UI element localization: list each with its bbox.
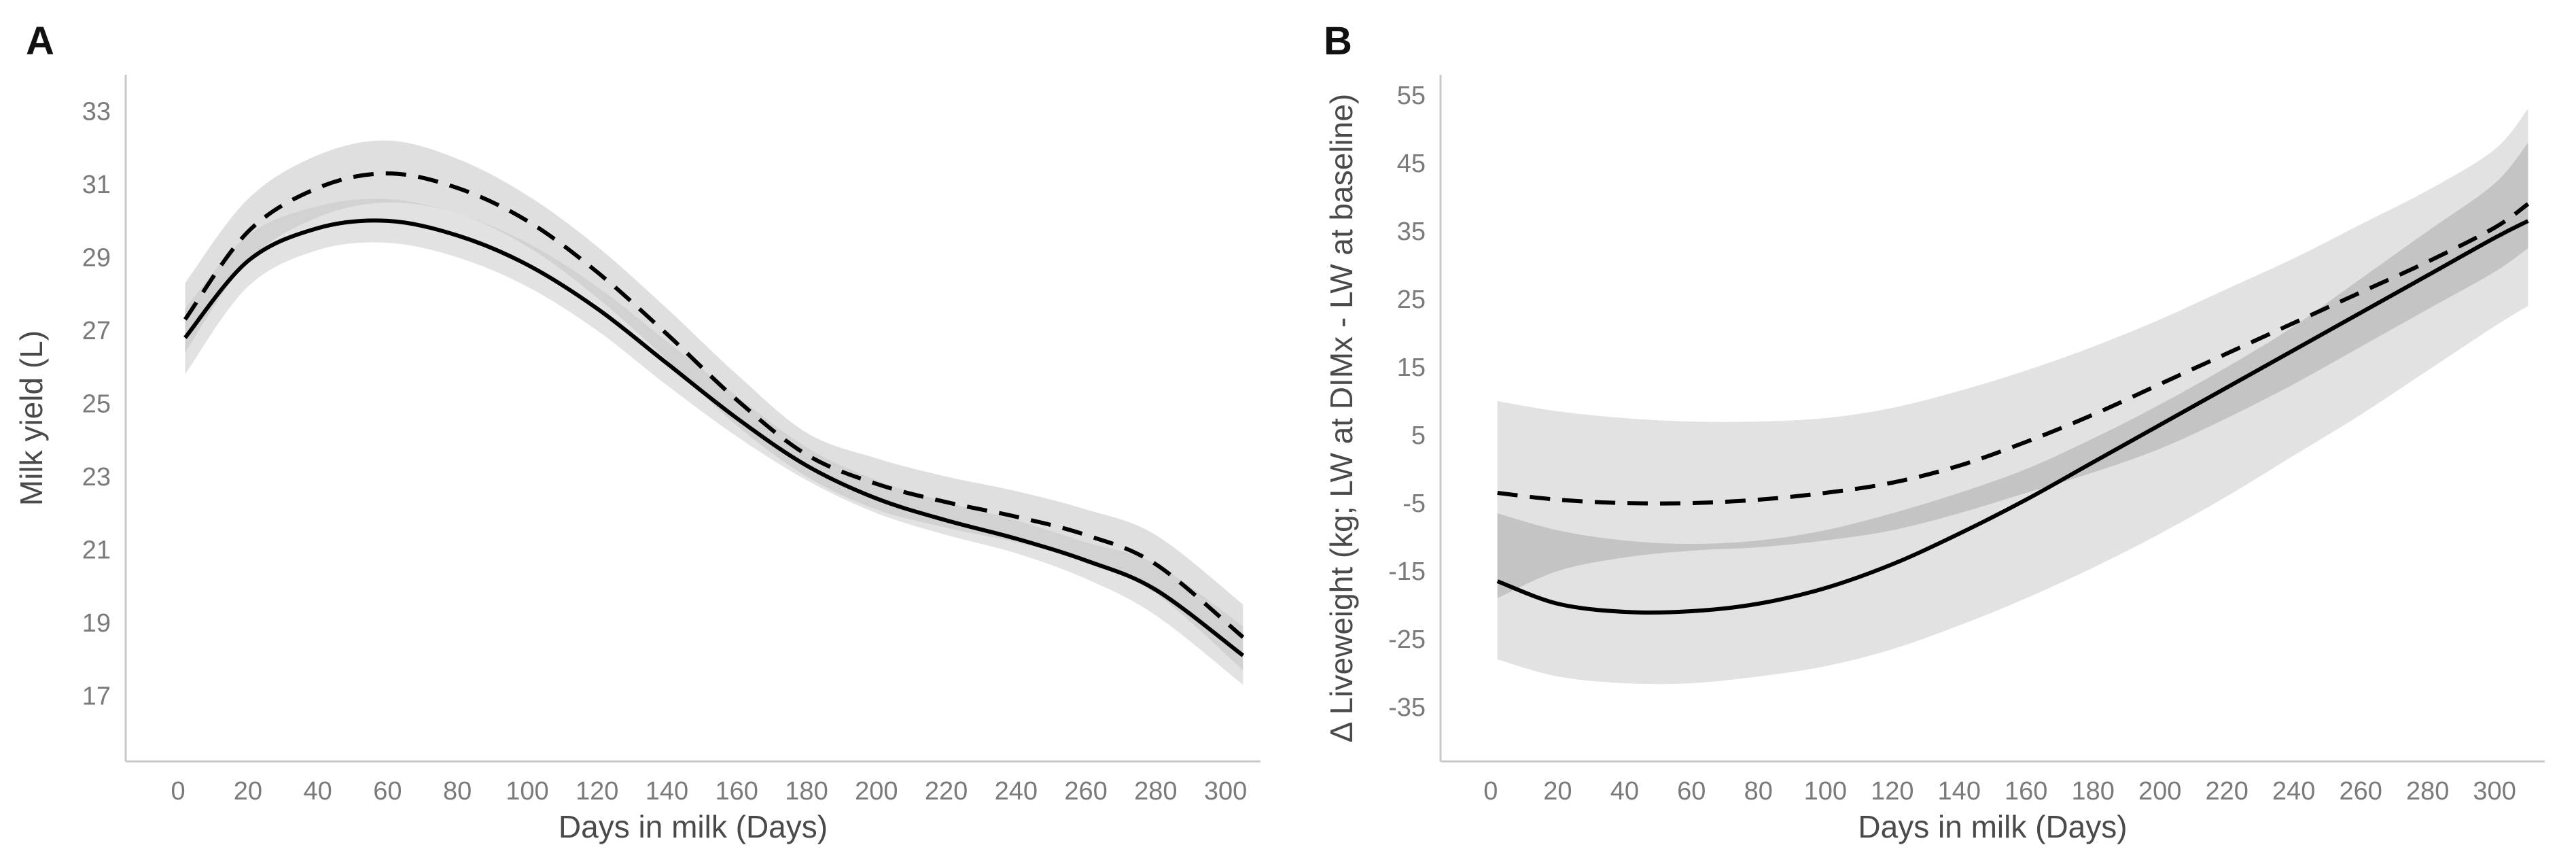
panel-a-milk-yield-chart: A 17 19 21 23 25 27 29 31 33 0 20 40 60 80 100 120 140 1… <box>14 19 1260 844</box>
y-tick-label: 5 <box>1411 422 1426 450</box>
y-tick-label: 21 <box>82 536 111 564</box>
y-tick-label: 31 <box>82 171 111 199</box>
x-tick-label: 60 <box>1677 777 1706 806</box>
x-tick-label: 300 <box>1204 777 1247 806</box>
x-tick-label: 180 <box>2072 777 2115 806</box>
y-tick-label: 45 <box>1397 150 1426 178</box>
x-tick-label: 0 <box>171 777 186 806</box>
series-line-solid <box>183 218 1245 657</box>
x-tick-label: 240 <box>995 777 1038 806</box>
y-tick-label: 17 <box>82 682 111 710</box>
y-tick-label: 25 <box>1397 286 1426 314</box>
y-tick-label: 27 <box>82 317 111 345</box>
panel-b-confidence-bands <box>1497 109 2528 685</box>
series-line-solid <box>1496 219 2529 615</box>
x-tick-label: 100 <box>506 777 548 806</box>
x-tick-label: 280 <box>2406 777 2449 806</box>
x-tick-label: 140 <box>646 777 688 806</box>
confidence-band-dashed <box>185 140 1243 670</box>
y-tick-label: -15 <box>1388 557 1426 586</box>
y-tick-label: 15 <box>1397 354 1426 382</box>
panel-a-x-axis-label: Days in milk (Days) <box>559 809 828 844</box>
x-tick-label: 20 <box>234 777 262 806</box>
confidence-band-dark <box>1497 143 2528 598</box>
panel-a-y-axis-label: Milk yield (L) <box>14 330 49 506</box>
panel-a-x-tick-labels: 0 20 40 60 80 100 120 140 160 180 200 220 240 260 280 3… <box>171 777 1248 806</box>
x-tick-label: 40 <box>1610 777 1639 806</box>
x-tick-label: 280 <box>1134 777 1177 806</box>
y-tick-label: 23 <box>82 463 111 492</box>
panel-b-series-lines <box>1496 202 2530 615</box>
x-tick-label: 40 <box>303 777 332 806</box>
panel-b-liveweight-chart: B -35 -25 -15 -5 5 15 25 35 45 55 0 20 40 60 80 100 120… <box>1324 19 2545 844</box>
x-tick-label: 120 <box>1871 777 1913 806</box>
y-tick-label: -5 <box>1402 489 1426 518</box>
x-tick-label: 60 <box>373 777 402 806</box>
x-tick-label: 180 <box>785 777 828 806</box>
x-tick-label: 140 <box>1938 777 1981 806</box>
x-tick-label: 200 <box>2138 777 2181 806</box>
x-tick-label: 120 <box>576 777 618 806</box>
x-tick-label: 20 <box>1543 777 1572 806</box>
y-tick-label: 29 <box>82 244 111 273</box>
panel-b-x-tick-labels: 0 20 40 60 80 100 120 140 160 180 200 220 240 260 280 3… <box>1483 777 2516 806</box>
x-tick-label: 260 <box>1064 777 1107 806</box>
panel-b-axes <box>1439 75 2545 763</box>
confidence-band-solid <box>185 199 1243 685</box>
x-tick-label: 220 <box>2205 777 2248 806</box>
x-tick-label: 260 <box>2339 777 2382 806</box>
y-tick-label: 25 <box>82 390 111 419</box>
panel-a-confidence-bands <box>185 140 1243 685</box>
x-tick-label: 240 <box>2272 777 2315 806</box>
panel-a-y-tick-labels: 17 19 21 23 25 27 29 31 33 <box>82 98 111 711</box>
y-tick-label: -35 <box>1388 693 1426 722</box>
x-tick-label: 100 <box>1804 777 1847 806</box>
series-line-dashed <box>183 171 1245 639</box>
panel-a-letter: A <box>26 19 54 63</box>
panel-b-letter: B <box>1324 19 1352 63</box>
x-tick-label: 0 <box>1483 777 1498 806</box>
y-tick-label: 55 <box>1397 82 1426 110</box>
panel-a-series-lines <box>183 171 1245 657</box>
x-tick-label: 160 <box>2005 777 2047 806</box>
x-tick-label: 80 <box>1744 777 1773 806</box>
panel-b-x-axis-label: Days in milk (Days) <box>1858 809 2127 844</box>
x-tick-label: 80 <box>443 777 472 806</box>
x-tick-label: 200 <box>855 777 898 806</box>
y-tick-label: 35 <box>1397 218 1426 246</box>
x-tick-label: 160 <box>716 777 758 806</box>
panel-b-y-axis-label: Δ Liveweight (kg; LW at DIMx - LW at bas… <box>1324 94 1359 742</box>
panel-a-axes <box>124 75 1260 763</box>
series-line-dashed <box>1497 202 2530 506</box>
x-tick-label: 300 <box>2473 777 2516 806</box>
y-tick-label: -25 <box>1388 625 1426 654</box>
x-tick-label: 220 <box>925 777 968 806</box>
y-tick-label: 33 <box>82 98 111 126</box>
y-tick-label: 19 <box>82 609 111 638</box>
panel-b-y-tick-labels: -35 -25 -15 -5 5 15 25 35 45 55 <box>1388 82 1426 722</box>
confidence-band-light <box>1497 109 2528 685</box>
